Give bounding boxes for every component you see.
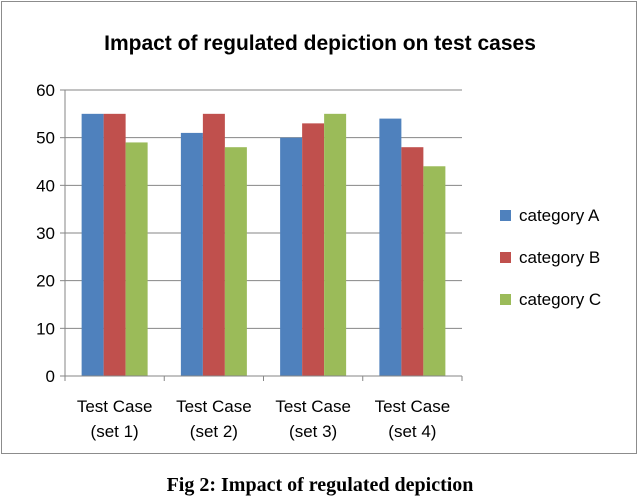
bar-category-b-3 [302, 123, 325, 376]
bar-category-c-1 [125, 142, 148, 376]
figure-caption: Fig 2: Impact of regulated depiction [166, 474, 474, 496]
bars [81, 113, 446, 376]
y-tick-label: 0 [46, 367, 55, 386]
x-category-label: Test Case [77, 397, 153, 416]
bar-chart: Impact of regulated depiction on test ca… [36, 32, 601, 441]
bar-category-c-3 [324, 113, 347, 376]
y-tick-label: 10 [36, 319, 55, 338]
bar-category-a-1 [81, 113, 104, 376]
chart-title: Impact of regulated depiction on test ca… [104, 32, 536, 55]
axis-labels: 0 10 20 30 40 50 60 Test Case (set 1) Test Case (s… [36, 81, 450, 441]
bar-category-c-4 [423, 166, 446, 376]
bar-category-a-2 [180, 132, 203, 376]
legend: category A category B category C [500, 206, 601, 309]
y-tick-label: 50 [36, 129, 55, 148]
legend-label-3: category C [519, 290, 601, 309]
x-category-label: Test Case [375, 397, 451, 416]
y-tick-label: 40 [36, 176, 55, 195]
x-category-label: (set 1) [91, 422, 139, 441]
y-tick-label: 30 [36, 224, 55, 243]
legend-swatch-2 [500, 252, 511, 263]
bar-category-b-1 [103, 113, 126, 376]
y-tick-label: 60 [36, 81, 55, 100]
bar-category-a-4 [379, 118, 402, 376]
x-category-label: (set 4) [388, 422, 436, 441]
x-category-label: Test Case [275, 397, 351, 416]
chart-frame: Impact of regulated depiction on test ca… [1, 1, 637, 454]
x-category-label: (set 3) [289, 422, 337, 441]
bar-category-c-2 [224, 147, 247, 376]
axes [60, 89, 463, 381]
legend-swatch-1 [500, 210, 511, 221]
x-category-label: (set 2) [190, 422, 238, 441]
legend-swatch-3 [500, 294, 511, 305]
y-tick-label: 20 [36, 272, 55, 291]
bar-category-a-3 [280, 137, 303, 376]
legend-label-1: category A [519, 206, 600, 225]
bar-category-b-4 [401, 147, 424, 376]
bar-category-b-2 [202, 113, 225, 376]
x-category-label: Test Case [176, 397, 252, 416]
legend-label-2: category B [519, 248, 600, 267]
